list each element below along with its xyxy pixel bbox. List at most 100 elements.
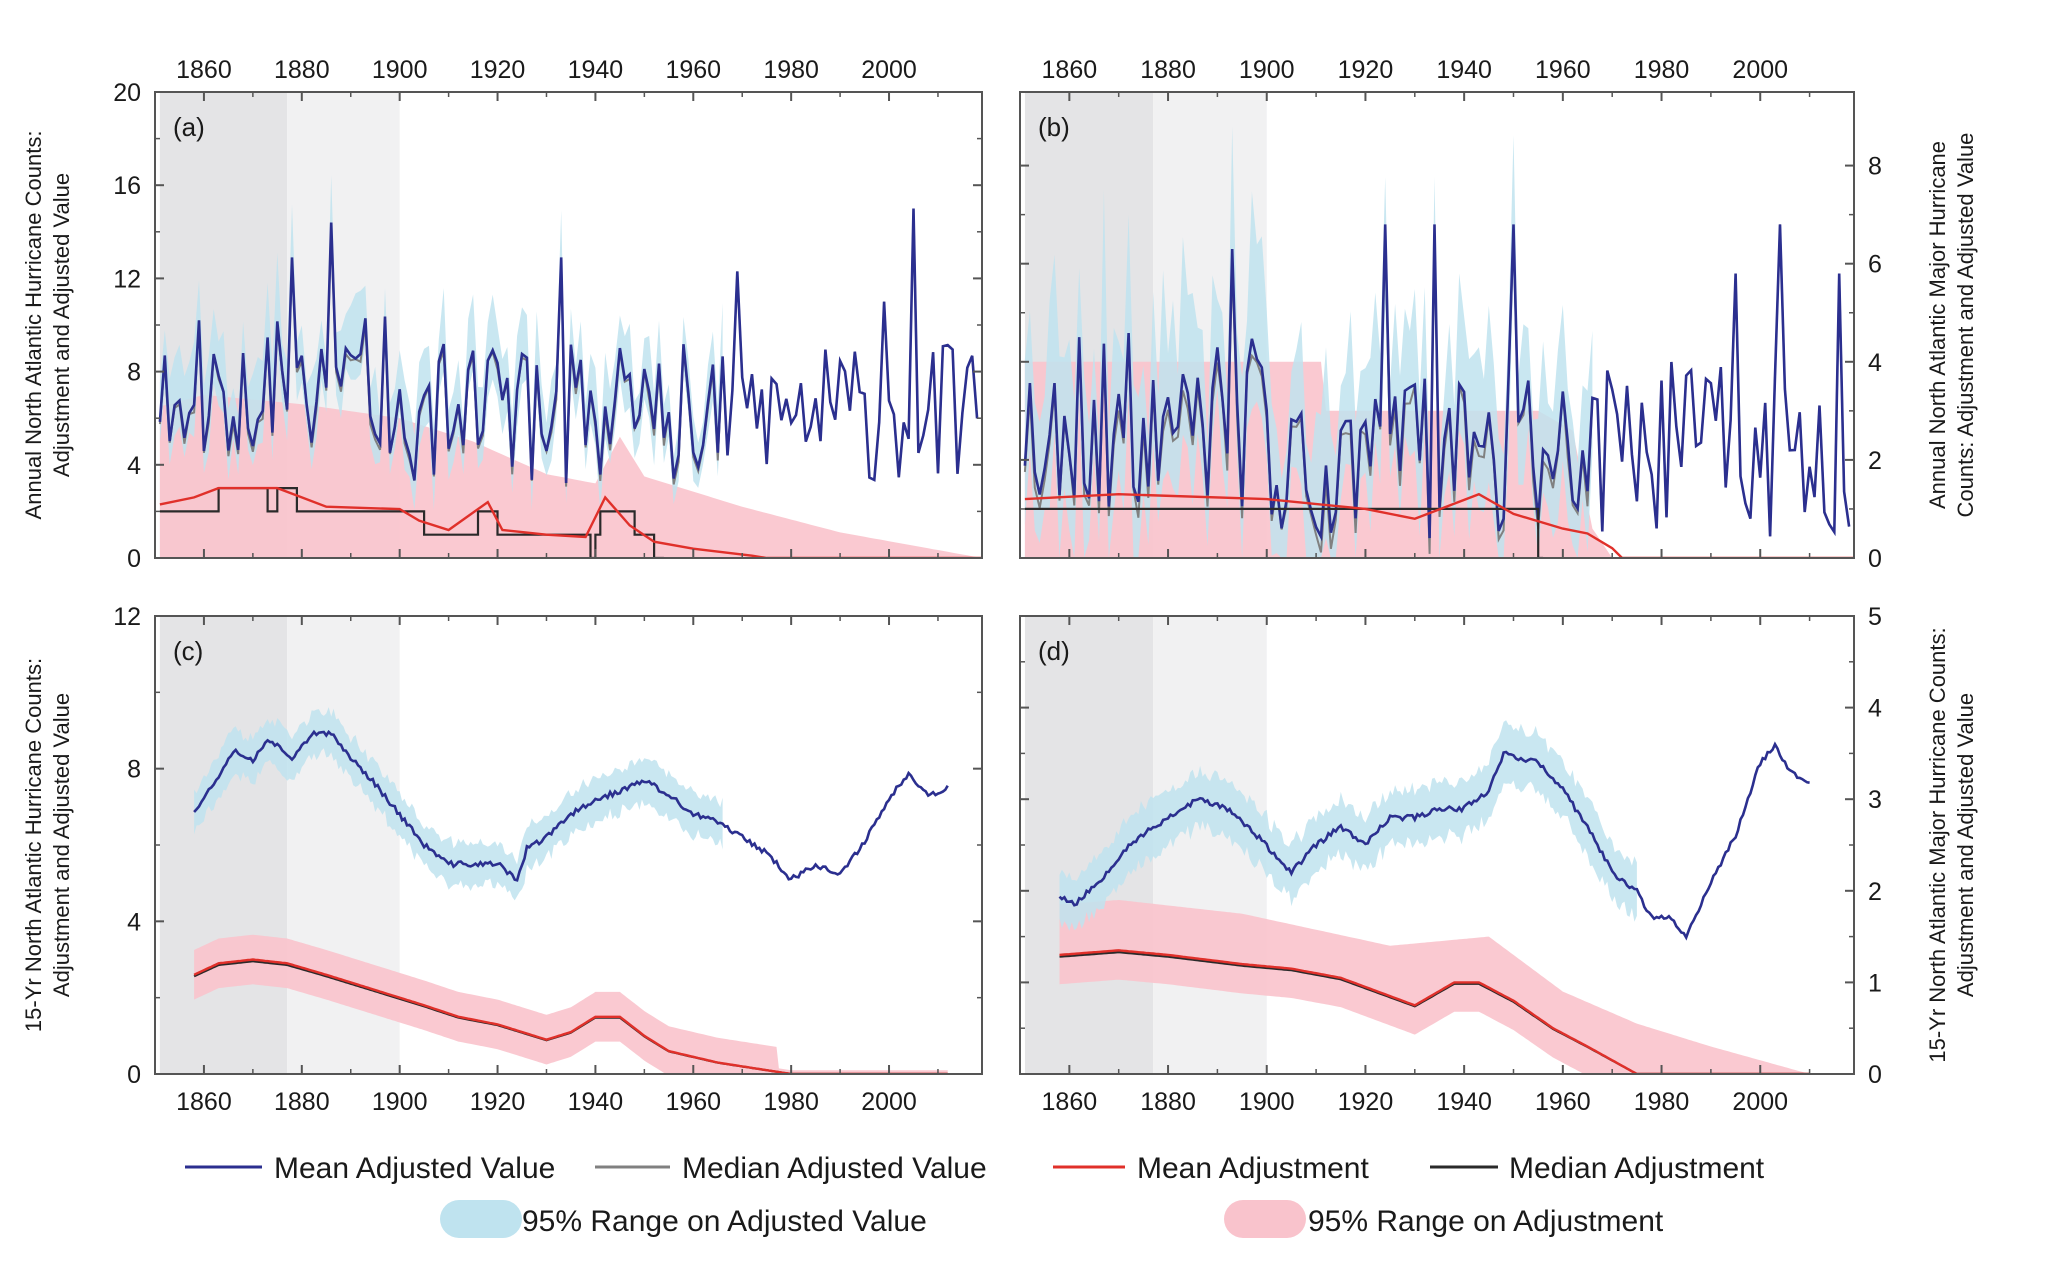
x-tick-label: 2000 xyxy=(861,1088,917,1116)
y-tick-label: 4 xyxy=(1868,695,1882,723)
line-mean-adjusted-value xyxy=(193,729,949,882)
y-tick-label: 0 xyxy=(127,1061,141,1089)
y-axis-label-line: Counts: Adjustment and Adjusted Value xyxy=(1953,133,1978,518)
y-axis-label: Annual North Atlantic Hurricane Counts: A… xyxy=(21,131,74,520)
band-range-adjustment xyxy=(194,934,948,1074)
legend-label-mean-adjustment: Mean Adjustment xyxy=(1137,1152,1369,1185)
y-tick-label: 0 xyxy=(1868,1061,1882,1089)
x-tick-label: 1900 xyxy=(372,1088,428,1116)
axes-frame xyxy=(1019,91,1855,559)
panel-label: (a) xyxy=(173,112,205,142)
chart-panel-a: 1860 1880 1900 1920 1940 1960 1980 2000 0 4 8 12 16 2… xyxy=(21,56,983,573)
x-tick-label: 1980 xyxy=(1634,56,1690,84)
x-tick-label: 1980 xyxy=(763,56,819,84)
x-tick-label: 1940 xyxy=(568,56,624,84)
x-tick-label: 1900 xyxy=(1239,1088,1295,1116)
line-mean-adjusted-value xyxy=(1058,741,1810,941)
x-tick-label: 1920 xyxy=(470,1088,526,1116)
x-tick-label: 2000 xyxy=(1732,1088,1788,1116)
x-tick-label: 1940 xyxy=(1436,56,1492,84)
legend-swatch-range-adjusted-value xyxy=(440,1200,522,1238)
x-tick-label: 2000 xyxy=(1732,56,1788,84)
chart-panel-d: 1860 1880 1900 1920 1940 1960 1980 2000 0 1 2 3 4 5 (d… xyxy=(1019,603,1978,1116)
line-mean-adjustment xyxy=(193,958,948,1074)
x-tick-label: 2000 xyxy=(861,56,917,84)
y-tick-label: 4 xyxy=(1868,349,1882,377)
x-tick-label: 1860 xyxy=(176,56,232,84)
x-tick-label: 1880 xyxy=(1140,1088,1196,1116)
x-tick-label: 1880 xyxy=(1140,56,1196,84)
y-tick-label: 8 xyxy=(127,359,141,387)
y-axis-label-line: 15-Yr North Atlantic Major Hurricane Cou… xyxy=(1925,627,1950,1062)
x-tick-label: 1940 xyxy=(568,1088,624,1116)
legend-label-range-adjustment: 95% Range on Adjustment xyxy=(1308,1205,1664,1238)
plot-area xyxy=(1024,616,1810,1074)
y-tick-label: 12 xyxy=(113,603,141,631)
y-tick-label: 3 xyxy=(1868,786,1882,814)
x-tick-label: 1900 xyxy=(1239,56,1295,84)
x-tick-label: 1960 xyxy=(1535,56,1591,84)
y-tick-label: 6 xyxy=(1868,251,1882,279)
y-axis-label: 15-Yr North Atlantic Hurricane Counts: Ad… xyxy=(21,658,74,1032)
band-range-adjusted-value xyxy=(1059,720,1637,931)
plot-area xyxy=(1023,92,1854,558)
x-tick-label: 1960 xyxy=(1535,1088,1591,1116)
x-tick-label: 1860 xyxy=(1042,56,1098,84)
line-mean-adjustment xyxy=(1059,949,1810,1074)
y-tick-label: 4 xyxy=(127,452,141,480)
legend-label-median-adjustment: Median Adjustment xyxy=(1509,1152,1765,1185)
y-tick-label: 12 xyxy=(113,265,141,293)
y-tick-label: 16 xyxy=(113,172,141,200)
legend-label-mean-adjusted-value: Mean Adjusted Value xyxy=(274,1152,555,1185)
legend-label-median-adjusted-value: Median Adjusted Value xyxy=(682,1152,987,1185)
band-range-adjusted-value xyxy=(159,175,723,511)
y-tick-label: 8 xyxy=(1868,153,1882,181)
line-mean-adjustment xyxy=(159,486,982,558)
x-tick-label: 1960 xyxy=(665,1088,721,1116)
line-median-adjustment xyxy=(159,487,664,558)
panels-group: 1860 1880 1900 1920 1940 1960 1980 200004812162… xyxy=(21,56,1978,1116)
y-axis-label-line: 15-Yr North Atlantic Hurricane Counts: xyxy=(21,658,46,1032)
shaded-period-early xyxy=(159,616,288,1074)
band-range-adjustment xyxy=(159,394,982,558)
x-tick-label: 1880 xyxy=(274,1088,330,1116)
chart-panel-c: 1860 1880 1900 1920 1940 1960 1980 2000 0 4 8 12 (c)… xyxy=(21,603,983,1116)
legend: Mean Adjusted Value Median Adjusted Valu… xyxy=(185,1152,1765,1238)
panel-label: (b) xyxy=(1038,112,1070,142)
y-tick-label: 5 xyxy=(1868,603,1882,631)
x-tick-label: 1980 xyxy=(1634,1088,1690,1116)
band-range-adjusted-value xyxy=(194,707,723,901)
x-tick-label: 1860 xyxy=(176,1088,232,1116)
y-tick-label: 1 xyxy=(1868,969,1882,997)
x-tick-label: 1960 xyxy=(665,56,721,84)
x-tick-label: 1920 xyxy=(1338,56,1394,84)
line-mean-adjusted-value xyxy=(1023,224,1851,542)
legend-swatch-range-adjustment xyxy=(1224,1200,1306,1238)
y-axis-label-line: Adjustment and Adjusted Value xyxy=(49,173,74,477)
y-tick-label: 2 xyxy=(1868,447,1882,475)
y-tick-label: 20 xyxy=(113,79,141,107)
panel-label: (d) xyxy=(1038,636,1070,666)
y-axis-label-line: Annual North Atlantic Hurricane Counts: xyxy=(21,131,46,520)
chart-panel-b: 1860 1880 1900 1920 1940 1960 1980 2000 0 2 4 6 8 (b)… xyxy=(1019,56,1978,573)
y-tick-label: 4 xyxy=(127,908,141,936)
y-axis-label-line: Annual North Atlantic Major Hurricane xyxy=(1925,141,1950,509)
x-tick-label: 1860 xyxy=(1042,1088,1098,1116)
panel-label: (c) xyxy=(173,636,203,666)
plot-area xyxy=(159,616,949,1074)
y-tick-label: 0 xyxy=(1868,545,1882,573)
x-tick-label: 1880 xyxy=(274,56,330,84)
y-axis-label: Annual North Atlantic Major Hurricane Cou… xyxy=(1925,133,1978,518)
x-tick-label: 1980 xyxy=(763,1088,819,1116)
plot-area xyxy=(158,92,982,558)
y-axis-label: 15-Yr North Atlantic Major Hurricane Cou… xyxy=(1925,627,1978,1062)
y-tick-label: 0 xyxy=(127,545,141,573)
line-mean-adjustment xyxy=(1024,492,1854,558)
y-axis-label-line: Adjustment and Adjusted Value xyxy=(49,693,74,997)
x-tick-label: 1920 xyxy=(1338,1088,1394,1116)
x-tick-label: 1900 xyxy=(372,56,428,84)
x-tick-label: 1920 xyxy=(470,56,526,84)
y-tick-label: 2 xyxy=(1868,878,1882,906)
legend-label-range-adjusted-value: 95% Range on Adjusted Value xyxy=(522,1205,927,1238)
